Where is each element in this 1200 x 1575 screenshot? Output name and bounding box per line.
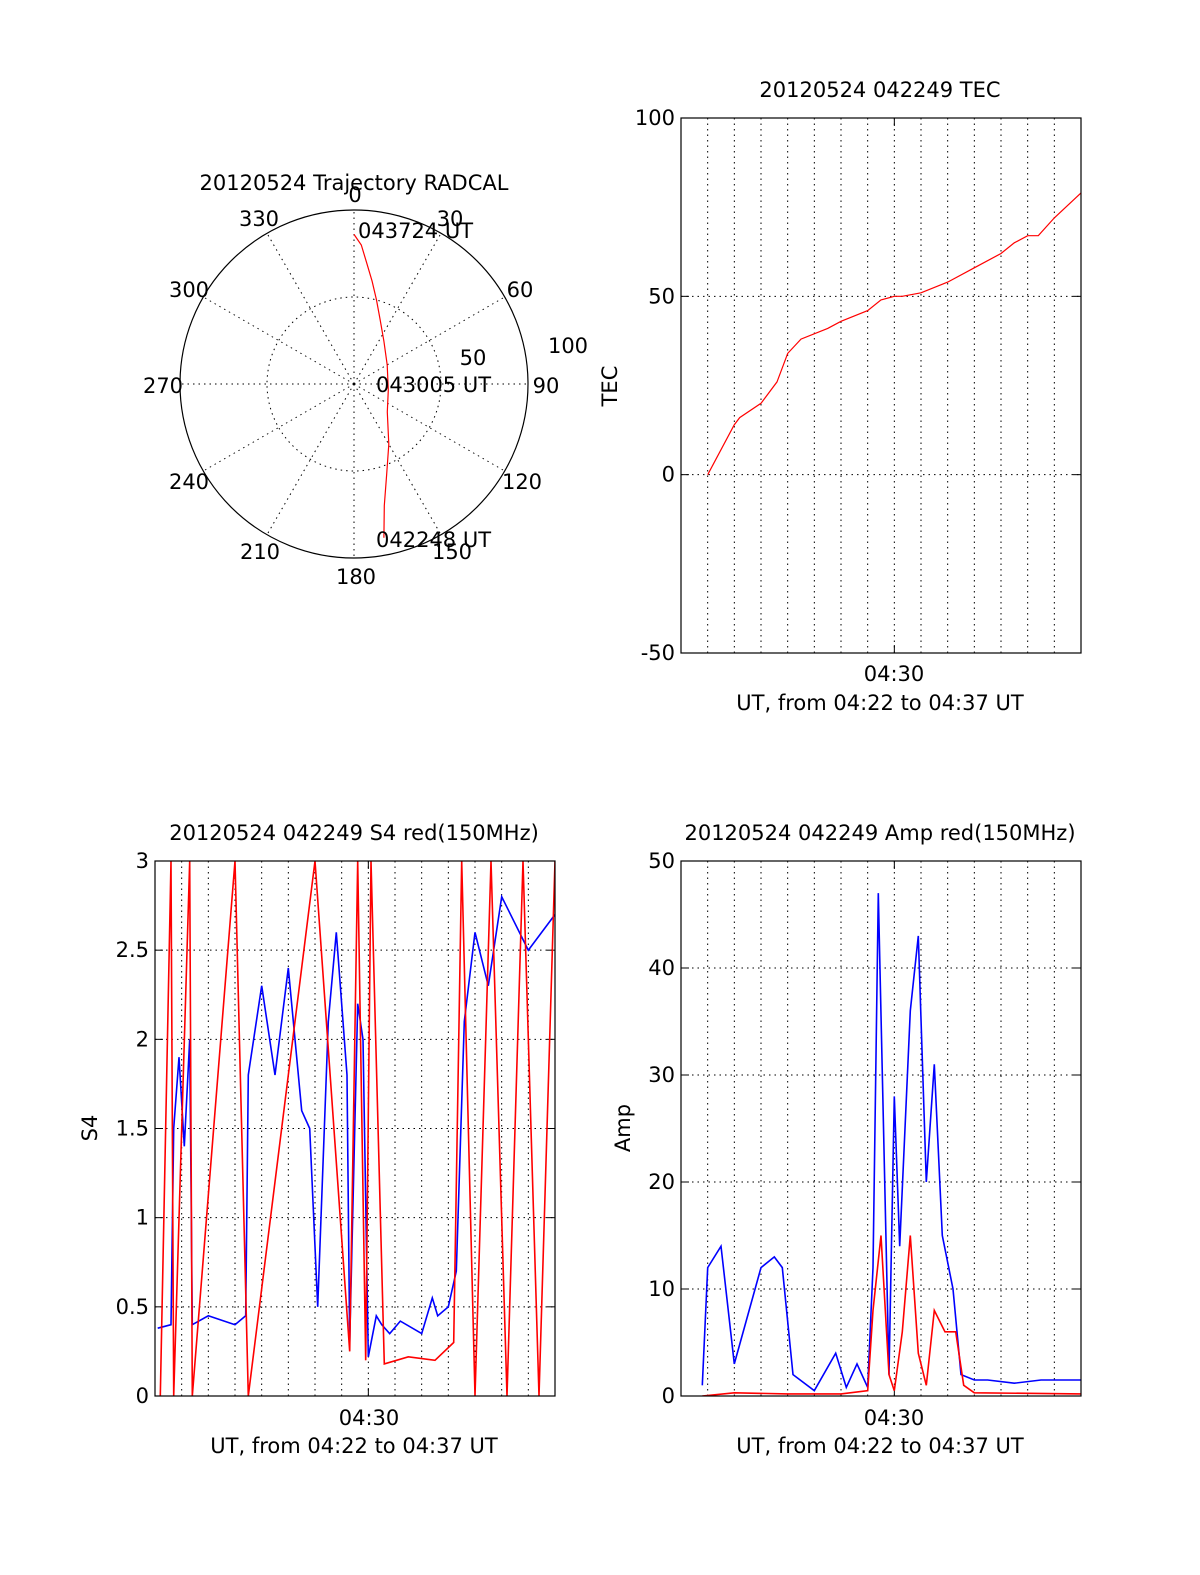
polar-radial-label: 100 (548, 334, 588, 358)
amp-xlabel: UT, from 04:22 to 04:37 UT (736, 1434, 1024, 1458)
polar-spoke (203, 296, 355, 385)
amp-xtick-label: 04:30 (864, 1406, 925, 1430)
amp-plot-frame (680, 860, 1082, 1397)
polar-angle-label: 270 (143, 374, 183, 398)
tec-red-series-line (707, 192, 1081, 475)
polar-grid (180, 210, 528, 558)
s4-xtick-label: 04:30 (339, 1406, 400, 1430)
tec-ytick-label: -50 (641, 641, 675, 665)
polar-angle-label: 210 (240, 540, 280, 564)
amp-blue-series-line (701, 893, 1081, 1392)
s4-title: 20120524 042249 S4 red(150MHz) (169, 821, 539, 845)
s4-plot-frame (154, 860, 556, 1397)
s4-ylabel: S4 (78, 1115, 102, 1142)
polar-annotation: 043724 UT (358, 219, 473, 243)
polar-angle-label: 120 (502, 470, 542, 494)
amp-ylabel: Amp (611, 1104, 635, 1152)
amp-red-series-line (702, 1235, 1081, 1396)
s4-ytick-label: 1 (136, 1206, 149, 1230)
tec-title: 20120524 042249 TEC (759, 78, 1000, 102)
polar-angle-label: 90 (533, 374, 560, 398)
polar-spoke (353, 383, 505, 472)
polar-angle-label: 300 (169, 278, 209, 302)
s4-ytick-label: 0.5 (116, 1295, 149, 1319)
tec-grid (681, 117, 1081, 654)
polar-trajectory-line (353, 234, 390, 538)
polar-series-group (353, 234, 390, 538)
polar-spoke (353, 296, 505, 385)
polar-angle-label: 0 (348, 183, 361, 207)
polar-spoke (353, 233, 442, 385)
polar-angle-label: 240 (169, 470, 209, 494)
polar-annotation: 043005 UT (376, 373, 491, 397)
tec-series-group (707, 192, 1081, 475)
polar-spoke (266, 233, 355, 385)
polar-ring-50 (266, 296, 442, 472)
amp-ytick-label: 30 (648, 1063, 675, 1087)
amp-panel: 20120524 042249 Amp red(150MHz) Amp 04:3… (611, 821, 1082, 1458)
amp-ytick-label: 50 (648, 849, 675, 873)
polar-panel: 20120524 Trajectory RADCAL 0 30 60 90 12… (143, 171, 588, 589)
amp-ytick-label: 10 (648, 1277, 675, 1301)
polar-angle-label: 60 (507, 278, 534, 302)
polar-radial-label: 50 (460, 346, 487, 370)
s4-ytick-label: 1.5 (116, 1117, 149, 1141)
tec-plot-frame (680, 117, 1082, 654)
tec-ytick-label: 50 (648, 284, 675, 308)
polar-angle-label: 180 (336, 565, 376, 589)
amp-series-group (701, 893, 1081, 1396)
polar-spoke (353, 383, 442, 535)
polar-outer-ring (179, 209, 529, 559)
amp-ytick-label: 40 (648, 956, 675, 980)
s4-xlabel: UT, from 04:22 to 04:37 UT (210, 1434, 498, 1458)
amp-ytick-label: 20 (648, 1170, 675, 1194)
polar-annotation: 042248 UT (376, 528, 491, 552)
tec-ylabel: TEC (598, 366, 622, 408)
amp-title: 20120524 042249 Amp red(150MHz) (684, 821, 1075, 845)
amp-grid (681, 860, 1081, 1397)
tec-xtick-label: 04:30 (864, 662, 925, 686)
s4-red-series-line (159, 861, 555, 1396)
tec-ytick-label: 0 (662, 463, 675, 487)
polar-spoke (266, 383, 355, 535)
s4-ytick-label: 2.5 (116, 938, 149, 962)
amp-ytick-label: 0 (662, 1384, 675, 1408)
polar-angle-label: 30 (437, 207, 464, 231)
s4-ytick-label: 3 (136, 849, 149, 873)
tec-xlabel: UT, from 04:22 to 04:37 UT (736, 691, 1024, 715)
polar-spoke (203, 383, 355, 472)
s4-ytick-label: 0 (136, 1384, 149, 1408)
s4-series-group (157, 861, 555, 1396)
tec-ytick-label: 100 (635, 106, 675, 130)
tec-panel: 20120524 042249 TEC TEC 04:30 UT, from 0… (598, 78, 1082, 715)
polar-title: 20120524 Trajectory RADCAL (200, 171, 509, 195)
polar-angle-label: 150 (432, 540, 472, 564)
s4-panel: 20120524 042249 S4 red(150MHz) S4 04:30 … (78, 821, 556, 1458)
s4-ytick-label: 2 (136, 1027, 149, 1051)
polar-angle-labels: 0 30 60 90 120 150 180 210 240 270 300 3… (143, 183, 559, 589)
polar-angle-label: 330 (239, 207, 279, 231)
